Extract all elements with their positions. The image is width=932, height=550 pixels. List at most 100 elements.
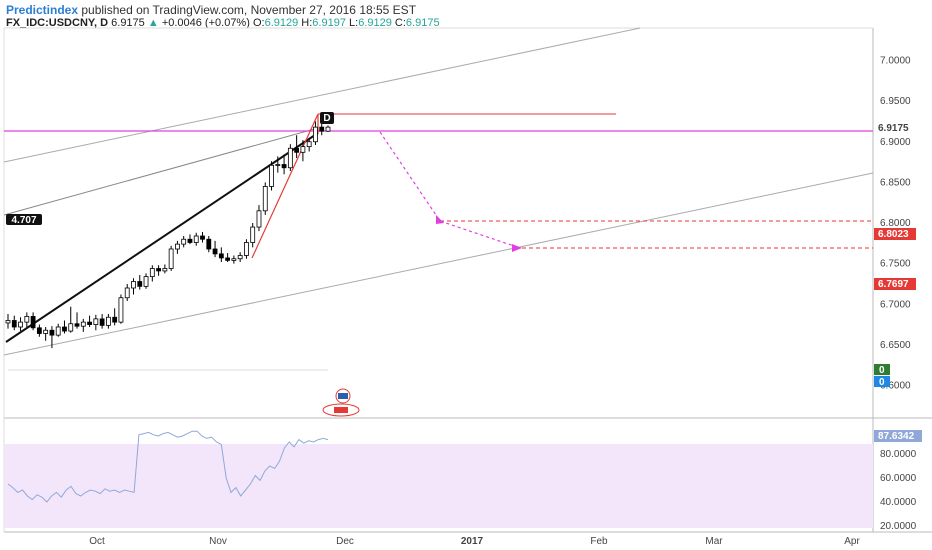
- d-point-label[interactable]: D: [320, 112, 334, 124]
- candle: [62, 320, 67, 334]
- candle: [112, 308, 118, 326]
- high-value: 6.9197: [312, 17, 346, 29]
- candle: [5, 314, 11, 329]
- candle: [18, 317, 23, 332]
- publish-line: Predictindex published on TradingView.co…: [6, 3, 416, 17]
- time-tick-label: Apr: [844, 536, 860, 547]
- candle: [93, 314, 99, 331]
- price-tag-green: 0: [874, 364, 890, 376]
- price-tick-label: 6.6500: [880, 340, 911, 351]
- candle: [187, 234, 193, 245]
- price-tag-target-2-text: 6.7697: [878, 279, 909, 290]
- candle: [162, 264, 168, 274]
- candle: [118, 294, 124, 324]
- price-tag-blue-text: 0: [879, 377, 885, 388]
- candle: [313, 121, 318, 145]
- change-up-icon: ▲: [147, 17, 159, 29]
- time-axis: Oct Nov Dec 2017 Feb Mar Apr: [89, 536, 860, 547]
- candle: [218, 247, 224, 262]
- candle: [212, 240, 218, 258]
- price-tag-target-2: 6.7697: [874, 278, 916, 290]
- trend-leg-black[interactable]: [5, 132, 319, 343]
- ohlc-line: FX_IDC:USDCNY, D 6.9175 ▲ +0.0046 (+0.07…: [6, 17, 440, 29]
- channel-lines: [3, 27, 874, 371]
- high-label: H:: [301, 17, 313, 29]
- time-tick-label: Nov: [209, 536, 227, 547]
- candle: [206, 236, 212, 253]
- candle: [43, 327, 49, 341]
- price-tick-label: 6.8000: [880, 218, 911, 229]
- candle: [156, 265, 161, 276]
- candle: [131, 278, 136, 295]
- candle: [175, 240, 180, 254]
- candle: [55, 323, 61, 337]
- change-value: +0.0046 (+0.07%): [161, 17, 250, 29]
- candle: [168, 245, 174, 271]
- event-flags-icon[interactable]: [322, 388, 360, 417]
- author-link[interactable]: Predictindex: [6, 3, 79, 17]
- candle: [11, 315, 17, 331]
- candle: [49, 326, 55, 349]
- publish-info: published on TradingView.com, November 2…: [78, 3, 417, 17]
- price-tick-label: 6.7000: [880, 299, 911, 310]
- candle: [281, 154, 287, 175]
- candle: [68, 306, 74, 333]
- time-tick-label: 2017: [461, 536, 484, 547]
- price-tag-target-1-text: 6.8023: [878, 229, 909, 240]
- price-tag-target-1: 6.8023: [874, 228, 916, 240]
- rsi-last-tag-text: 87.6342: [878, 431, 915, 442]
- candle: [149, 265, 155, 282]
- candle: [87, 315, 92, 327]
- projection-arrow-icon: [436, 215, 444, 224]
- candle: [225, 253, 231, 262]
- rsi-tick-label: 60.0000: [880, 473, 917, 484]
- candle: [30, 312, 36, 331]
- candle: [105, 314, 111, 329]
- candle: [143, 273, 149, 289]
- price-tick-label: 6.8500: [880, 177, 911, 188]
- last-price: 6.9175: [111, 17, 145, 29]
- symbol-label[interactable]: FX_IDC:USDCNY, D: [6, 17, 109, 29]
- candle: [269, 161, 274, 191]
- price-tag-last: 6.9175: [874, 122, 914, 134]
- candle: [36, 324, 42, 337]
- rsi-tick-label: 80.0000: [880, 449, 917, 460]
- candles-group: [5, 115, 331, 349]
- projection-arrow-end-icon: [512, 244, 522, 252]
- price-axis: 7.0000 6.9500 6.9000 6.8500 6.8000 6.7500 6.70…: [880, 56, 911, 392]
- candle: [262, 182, 268, 215]
- open-value: 6.9129: [264, 17, 299, 29]
- candle: [250, 223, 256, 248]
- price-tag-blue: 0: [874, 376, 890, 388]
- candle: [287, 144, 293, 171]
- candle: [124, 283, 130, 301]
- projection-path[interactable]: [379, 131, 521, 249]
- candle: [231, 255, 237, 264]
- candle: [99, 314, 105, 329]
- candle: [237, 252, 243, 262]
- candle: [325, 125, 331, 132]
- rsi-line: [7, 430, 329, 503]
- d-label-text: D: [323, 113, 330, 124]
- candle: [137, 275, 143, 290]
- open-label: O:: [252, 17, 265, 29]
- candle: [80, 318, 86, 332]
- candle: [200, 231, 205, 243]
- price-tick-label: 6.9500: [880, 96, 911, 107]
- leg-red[interactable]: [251, 113, 319, 259]
- price-tick-label: 6.7500: [880, 259, 911, 270]
- time-tick-label: Dec: [336, 536, 354, 547]
- candle: [306, 137, 312, 152]
- candle: [74, 312, 80, 329]
- candle: [193, 232, 199, 246]
- candle: [24, 312, 30, 327]
- candle: [256, 205, 262, 232]
- rsi-axis: 80.0000 60.0000 40.0000 20.0000: [880, 449, 917, 532]
- rsi-tick-label: 40.0000: [880, 497, 917, 508]
- rsi-tick-label: 20.0000: [880, 521, 917, 532]
- close-label: C:: [394, 17, 406, 29]
- price-tag-green-text: 0: [879, 365, 885, 376]
- time-tick-label: Feb: [590, 536, 608, 547]
- close-value: 6.9175: [405, 17, 440, 29]
